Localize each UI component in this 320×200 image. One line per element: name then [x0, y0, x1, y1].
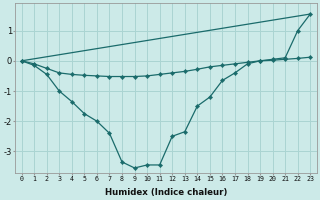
X-axis label: Humidex (Indice chaleur): Humidex (Indice chaleur): [105, 188, 227, 197]
